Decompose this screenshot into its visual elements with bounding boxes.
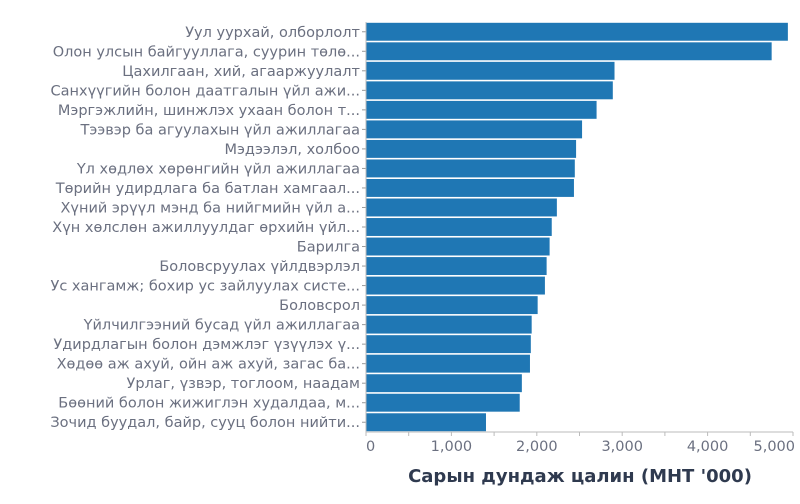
x-tick-label: 3,000 <box>601 439 643 455</box>
bar <box>366 100 597 119</box>
bar <box>366 413 486 432</box>
bar <box>366 178 574 197</box>
y-tick-label: Урлаг, үзвэр, тоглоом, наадам <box>127 376 360 392</box>
bar <box>366 335 531 354</box>
bar <box>366 218 552 236</box>
x-tick-label: 2,000 <box>516 439 558 455</box>
y-tick-labels: Уул уурхай, олборлолт Олон улсын байгуулл… <box>50 25 366 431</box>
bar <box>366 276 545 295</box>
bar <box>366 237 550 256</box>
y-tick-label: Үйлчилгээний бусад үйл ажиллагаа <box>83 318 360 334</box>
y-tick-label: Барилга <box>297 240 360 256</box>
y-tick-label: Цахилгаан, хий, агааржуулалт <box>122 64 360 80</box>
bars-group <box>366 22 788 432</box>
bar <box>366 61 615 80</box>
bar <box>366 198 557 217</box>
x-tick-label: 0 <box>366 439 375 455</box>
bar <box>366 296 538 315</box>
y-tick-label: Төрийн удирдлага ба батлан хамгаал... <box>55 181 360 197</box>
y-tick-label: Мэдээлэл, холбоо <box>224 142 360 158</box>
bar <box>366 42 772 61</box>
y-tick-label: Боловсруулах үйлдвэрлэл <box>159 259 360 275</box>
y-tick-label: Ус хангамж; бохир ус зайлуулах систе... <box>50 279 360 295</box>
y-tick-label: Хөдөө аж ахуй, ойн аж ахуй, загас ба... <box>57 357 360 373</box>
bar <box>366 393 520 412</box>
bar <box>366 81 613 100</box>
x-axis-label: Сарын дундаж цалин (МНТ '000) <box>408 466 752 487</box>
y-tick-label: Хүн хөлслөн ажиллуулдаг өрхийн үйл... <box>52 220 360 236</box>
bar <box>366 257 547 276</box>
bar <box>366 354 530 373</box>
bar <box>366 22 788 41</box>
y-tick-label: Боловсрол <box>279 298 360 314</box>
y-tick-label: Олон улсын байгууллага, суурин төлө... <box>53 44 360 60</box>
y-tick-label: Хүний эрүүл мэнд ба нийгмийн үйл а... <box>60 200 360 216</box>
y-tick-label: Мэргэжлийн, шинжлэх ухаан болон т... <box>58 103 360 119</box>
bar <box>366 315 532 334</box>
bar <box>366 374 522 393</box>
y-tick-label: Тээвэр ба агуулахын үйл ажиллагаа <box>79 122 360 138</box>
x-tick-label: 5,000 <box>753 439 795 455</box>
x-axis: 0 1,000 2,000 3,000 4,000 5,000 <box>365 22 795 455</box>
y-tick-label: Зочид буудал, байр, сууц болон нийти... <box>50 415 360 431</box>
y-tick-label: Уул уурхай, олборлолт <box>185 25 360 41</box>
bar <box>366 139 577 158</box>
bar <box>366 159 575 178</box>
x-tick-label: 1,000 <box>431 439 473 455</box>
y-tick-label: Удирдлагын болон дэмжлэг үзүүлэх ү... <box>53 337 360 353</box>
y-tick-label: Санхүүгийн болон даатгалын үйл ажи... <box>51 83 360 99</box>
bar <box>366 120 583 139</box>
y-tick-label: Үл хөдлөх хөрөнгийн үйл ажиллагаа <box>76 161 360 177</box>
y-tick-label: Бөөний болон жижиглэн худалдаа, м... <box>58 396 360 412</box>
x-tick-label: 4,000 <box>687 439 729 455</box>
